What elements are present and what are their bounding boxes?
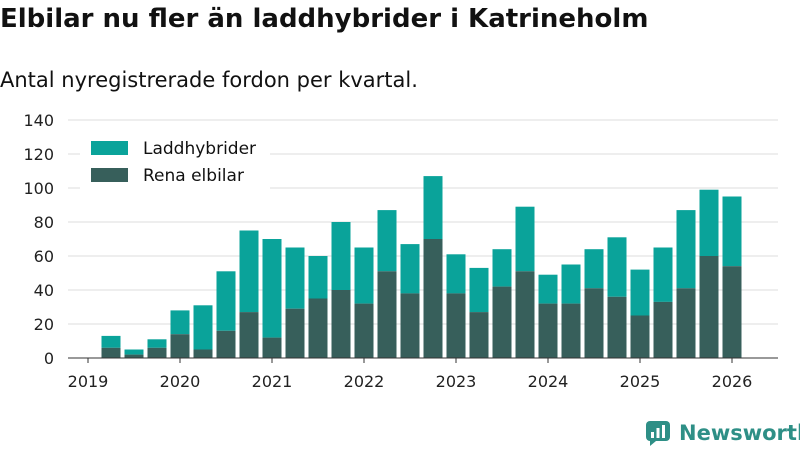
- bar-rena-elbilar: [262, 337, 282, 358]
- bar-rena-elbilar: [331, 290, 351, 358]
- bar-laddhybrider: [262, 239, 282, 338]
- bar-rena-elbilar: [147, 347, 167, 358]
- legend-swatch: [91, 168, 128, 182]
- y-tick-label: 100: [23, 179, 54, 198]
- bar-laddhybrider: [124, 349, 144, 355]
- bar-rena-elbilar: [400, 293, 420, 358]
- bar-rena-elbilar: [492, 286, 512, 358]
- bar-rena-elbilar: [193, 349, 213, 358]
- bar-rena-elbilar: [354, 303, 374, 358]
- bar-laddhybrider: [239, 230, 259, 313]
- x-tick-label: 2020: [160, 372, 201, 391]
- bar-laddhybrider: [492, 249, 512, 287]
- bar-rena-elbilar: [722, 266, 742, 358]
- bar-rena-elbilar: [515, 271, 535, 358]
- bar-rena-elbilar: [423, 239, 443, 358]
- bar-laddhybrider: [308, 256, 328, 299]
- bar-laddhybrider: [538, 274, 558, 304]
- y-tick-label: 80: [34, 213, 54, 232]
- bar-rena-elbilar: [124, 354, 144, 358]
- bar-laddhybrider: [354, 247, 374, 304]
- bar-laddhybrider: [653, 247, 673, 302]
- bar-laddhybrider: [515, 206, 535, 272]
- stacked-bar-chart: 0 20 40 60 80 100 120 140 Laddhybrider Rena elbil…: [23, 111, 778, 391]
- bar-laddhybrider: [216, 271, 236, 331]
- legend-label: Rena elbilar: [143, 166, 244, 186]
- bar-rena-elbilar: [446, 293, 466, 358]
- bar-rena-elbilar: [584, 288, 604, 358]
- bar-laddhybrider: [676, 210, 696, 289]
- newsworthy-logo-icon: [646, 421, 670, 446]
- bar-rena-elbilar: [538, 303, 558, 358]
- y-tick-label: 140: [23, 111, 54, 130]
- bar-laddhybrider: [699, 189, 719, 256]
- bar-laddhybrider: [469, 267, 489, 313]
- bar-laddhybrider: [423, 176, 443, 239]
- bar-rena-elbilar: [561, 303, 581, 358]
- bar-rena-elbilar: [469, 312, 489, 358]
- y-tick-label: 20: [34, 315, 54, 334]
- legend-label: Laddhybrider: [143, 139, 256, 159]
- brand-logo: Newsworthy: [645, 420, 800, 446]
- chart-title: Elbilar nu fler än laddhybrider i Katrin…: [0, 4, 649, 34]
- x-tick-label: 2024: [528, 372, 569, 391]
- chart-subtitle: Antal nyregistrerade fordon per kvartal.: [0, 68, 418, 92]
- bar-laddhybrider: [377, 210, 397, 272]
- bar-laddhybrider: [722, 196, 742, 267]
- y-tick-label: 40: [34, 281, 54, 300]
- bar-laddhybrider: [400, 244, 420, 294]
- bar-laddhybrider: [147, 339, 167, 348]
- y-tick-label: 0: [44, 349, 54, 368]
- bar-rena-elbilar: [239, 312, 259, 358]
- bar-rena-elbilar: [216, 330, 236, 358]
- bar-laddhybrider: [101, 335, 121, 348]
- bar-laddhybrider: [285, 247, 305, 309]
- brand-name: Newsworthy: [679, 421, 800, 445]
- x-tick-label: 2023: [436, 372, 477, 391]
- bar-laddhybrider: [630, 269, 650, 316]
- bar-laddhybrider: [331, 222, 351, 290]
- bar-laddhybrider: [170, 310, 190, 335]
- bar-rena-elbilar: [308, 298, 328, 358]
- bar-laddhybrider: [446, 254, 466, 294]
- bar-rena-elbilar: [699, 256, 719, 358]
- bar-laddhybrider: [607, 237, 627, 297]
- x-tick-label: 2025: [620, 372, 661, 391]
- bar-laddhybrider: [561, 264, 581, 304]
- y-tick-label: 120: [23, 145, 54, 164]
- bar-laddhybrider: [584, 249, 604, 289]
- bar-rena-elbilar: [607, 296, 627, 358]
- bar-rena-elbilar: [101, 347, 121, 358]
- bar-rena-elbilar: [630, 315, 650, 358]
- legend-swatch: [91, 141, 128, 155]
- bar-rena-elbilar: [676, 288, 696, 358]
- y-tick-label: 60: [34, 247, 54, 266]
- bar-rena-elbilar: [285, 308, 305, 358]
- x-tick-label: 2026: [712, 372, 753, 391]
- x-tick-label: 2022: [344, 372, 385, 391]
- x-tick-label: 2021: [252, 372, 293, 391]
- bar-rena-elbilar: [653, 301, 673, 358]
- x-tick-label: 2019: [68, 372, 109, 391]
- bar-rena-elbilar: [377, 271, 397, 358]
- bar-rena-elbilar: [170, 334, 190, 358]
- bar-laddhybrider: [193, 305, 213, 350]
